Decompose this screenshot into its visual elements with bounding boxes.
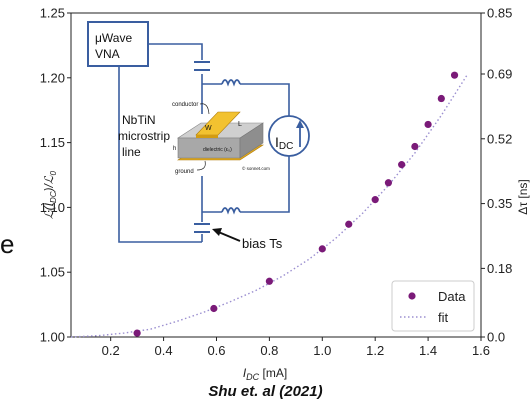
- left-y-tick-label: 1.00: [40, 330, 65, 345]
- legend: Data fit: [391, 280, 475, 332]
- data-point: [450, 71, 459, 79]
- bias-label: bias Ts: [242, 236, 283, 251]
- legend-data-marker: [408, 292, 416, 300]
- vna-label-line1: μWave: [95, 31, 132, 45]
- right-y-tick-label: 0.85: [487, 6, 512, 21]
- conductor-label: conductor: [172, 102, 198, 108]
- x-tick-label: 0.2: [102, 343, 120, 358]
- data-point: [424, 120, 432, 129]
- left-y-tick-label: 1.05: [40, 265, 65, 280]
- capacitor-top: [194, 61, 210, 71]
- data-point: [384, 179, 393, 187]
- ground-arrow: [196, 160, 206, 171]
- dielectric-label: dielectric (ε₀): [203, 147, 232, 153]
- x-axis-label: IDC [mA]: [243, 366, 287, 380]
- capacitor-bottom: [194, 223, 210, 233]
- height-label: h: [173, 146, 176, 152]
- x-axis-ticks: 0.2 0.4 0.6 0.8 1.0 1.2 1.4 1.6: [102, 337, 490, 358]
- right-y-tick-label: 0.0: [487, 330, 505, 345]
- figure-caption: Shu et. al (2021): [208, 383, 323, 400]
- left-y-tick-label: 1.10: [40, 200, 65, 215]
- x-tick-label: 1.4: [419, 343, 437, 358]
- x-tick-label: 0.4: [155, 343, 173, 358]
- x-tick-label: 0.8: [260, 343, 278, 358]
- data-point: [345, 220, 353, 228]
- data-point: [133, 329, 141, 337]
- width-label: W: [205, 125, 212, 132]
- material-label-line2: microstrip: [118, 129, 170, 143]
- data-point: [265, 277, 273, 285]
- length-label: L: [238, 121, 242, 128]
- inductor-bottom: [221, 207, 241, 215]
- vna-label-line2: VNA: [95, 47, 120, 61]
- data-point: [371, 196, 379, 204]
- left-y-tick-label: 1.20: [40, 70, 65, 85]
- right-y-tick-label: 0.69: [487, 66, 512, 81]
- plot-border: [70, 12, 482, 338]
- data-point: [437, 94, 445, 103]
- chart: 0.2 0.4 0.6 0.8 1.0 1.2 1.4 1.6 1.00 1.05 1.10 1.1…: [40, 6, 530, 381]
- plot-frame: [70, 12, 482, 338]
- x-tick-label: 1.0: [313, 343, 331, 358]
- current-arrow-head: [296, 120, 304, 128]
- left-y-axis-label: ℒ(IDC)/ℒ0: [42, 170, 58, 219]
- legend-label-data: Data: [438, 289, 466, 304]
- x-tick-label: 1.2: [366, 343, 384, 358]
- circuit-wires: [118, 43, 290, 243]
- dielectric-side: [239, 122, 264, 159]
- inductor-top: [221, 79, 241, 87]
- data-point: [398, 161, 406, 169]
- left-y-tick-label: 1.25: [40, 6, 65, 21]
- inset-circuit-diagram: μWave VNA IDC: [87, 21, 310, 251]
- material-label-line1: NbTiN: [122, 113, 156, 127]
- right-y-tick-label: 0.18: [487, 261, 512, 276]
- data-point: [210, 304, 218, 313]
- left-y-axis-ticks: 1.00 1.05 1.10 1.15 1.20 1.25: [40, 6, 71, 345]
- legend-label-fit: fit: [438, 310, 449, 325]
- data-points: [133, 71, 459, 337]
- x-tick-label: 0.6: [207, 343, 225, 358]
- microstrip-illustration: conductor dielectric (ε₀) ground W L h ©…: [172, 102, 270, 175]
- data-point: [318, 245, 326, 253]
- stray-character: e: [0, 229, 15, 259]
- right-y-tick-label: 0.52: [487, 131, 512, 146]
- conductor-strip-side: [196, 135, 218, 138]
- x-tick-label: 1.6: [472, 343, 490, 358]
- vna-box: [87, 21, 149, 67]
- right-y-axis-label: Δτ [ns]: [516, 179, 530, 214]
- data-point: [411, 142, 419, 151]
- right-y-axis-ticks: 0.0 0.18 0.35 0.52 0.69 0.85: [481, 6, 512, 345]
- left-y-tick-label: 1.15: [40, 135, 65, 150]
- conductor-arrow: [199, 103, 210, 115]
- credit-label: © sonnet.com: [242, 165, 270, 171]
- ground-label: ground: [175, 169, 194, 175]
- bias-arrow-head: [212, 228, 222, 236]
- right-y-tick-label: 0.35: [487, 196, 512, 211]
- current-source-label: IDC: [275, 134, 293, 152]
- material-label-line3: line: [122, 145, 141, 159]
